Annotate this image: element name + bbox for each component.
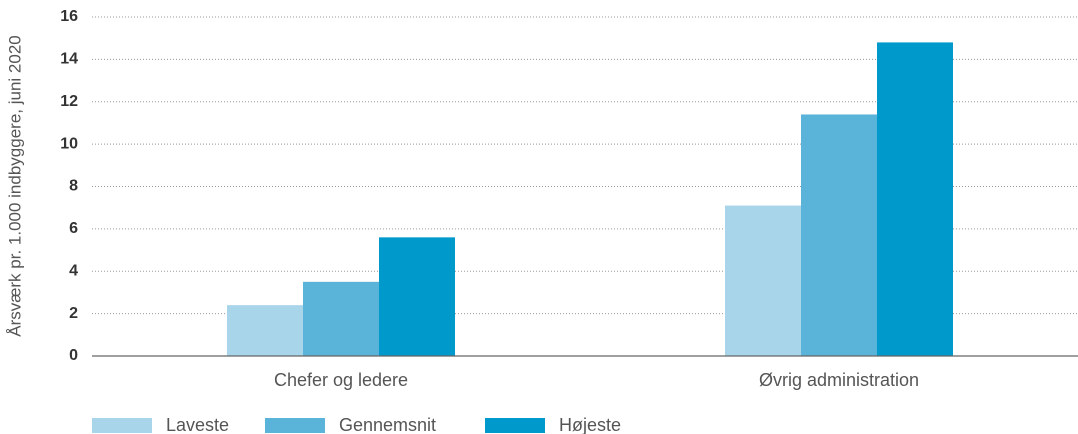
- y-tick-label: 2: [69, 305, 78, 322]
- x-tick-label: Øvrig administration: [759, 370, 919, 390]
- bar: [379, 237, 455, 356]
- y-axis-label: Årsværk pr. 1.000 indbyggere, juni 2020: [5, 35, 24, 336]
- bar: [877, 42, 953, 357]
- legend-label: Laveste: [166, 415, 229, 434]
- legend-swatch: [265, 418, 325, 433]
- y-tick-label: 4: [69, 262, 78, 279]
- bar: [303, 281, 379, 356]
- y-tick-label: 8: [69, 178, 78, 195]
- y-tick-label: 16: [60, 8, 78, 25]
- legend-swatch: [92, 418, 152, 433]
- y-tick-label: 10: [60, 135, 78, 152]
- legend-label: Gennemsnit: [339, 415, 436, 434]
- bar: [801, 114, 877, 357]
- bar: [725, 205, 801, 356]
- legend-label: Højeste: [559, 415, 621, 434]
- legend-swatch: [485, 418, 545, 433]
- x-tick-label: Chefer og ledere: [274, 370, 408, 390]
- y-tick-label: 14: [60, 51, 78, 68]
- y-tick-label: 0: [69, 347, 78, 364]
- y-tick-label: 6: [69, 220, 78, 237]
- y-tick-label: 12: [60, 93, 78, 110]
- bar: [227, 305, 303, 356]
